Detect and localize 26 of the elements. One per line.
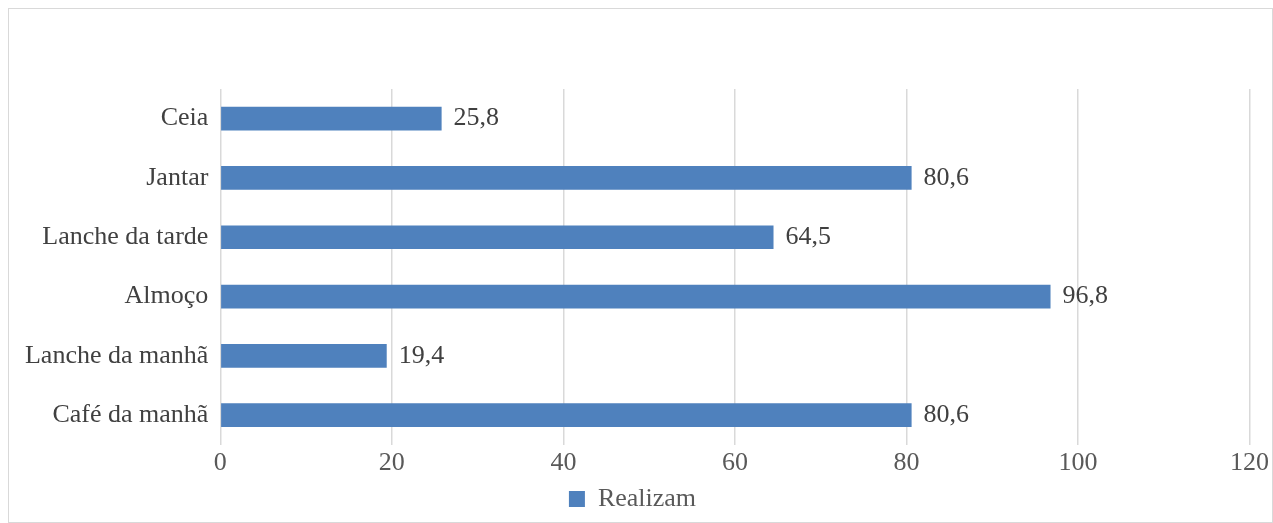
data-label: 25,8: [453, 102, 500, 132]
bar: [221, 284, 1051, 309]
data-label: 19,4: [398, 339, 445, 369]
bar: [221, 343, 387, 368]
x-tick-label: 20: [378, 447, 405, 477]
bar: [221, 106, 442, 131]
y-tick-label: Lanche da manhã: [24, 339, 209, 369]
data-label: 64,5: [785, 221, 832, 251]
data-label: 96,8: [1062, 280, 1109, 310]
x-tick-label: 120: [1230, 447, 1269, 477]
data-label: 80,6: [923, 161, 970, 191]
y-tick-label: Café da manhã: [52, 398, 209, 428]
bar: [221, 403, 912, 428]
y-tick-label: Lanche da tarde: [42, 221, 209, 251]
x-tick-label: 40: [550, 447, 577, 477]
bar: [221, 166, 912, 190]
data-label: 80,6: [923, 398, 970, 428]
x-tick-label: 100: [1058, 447, 1098, 477]
y-tick-label: Jantar: [146, 161, 209, 191]
legend-label: Realizam: [597, 482, 697, 512]
x-tick-label: 80: [893, 447, 920, 477]
bar: [221, 225, 774, 250]
y-tick-label: Ceia: [160, 102, 209, 132]
y-tick-label: Almoço: [124, 280, 209, 310]
x-tick-label: 0: [213, 447, 227, 477]
x-tick-label: 60: [721, 447, 748, 477]
